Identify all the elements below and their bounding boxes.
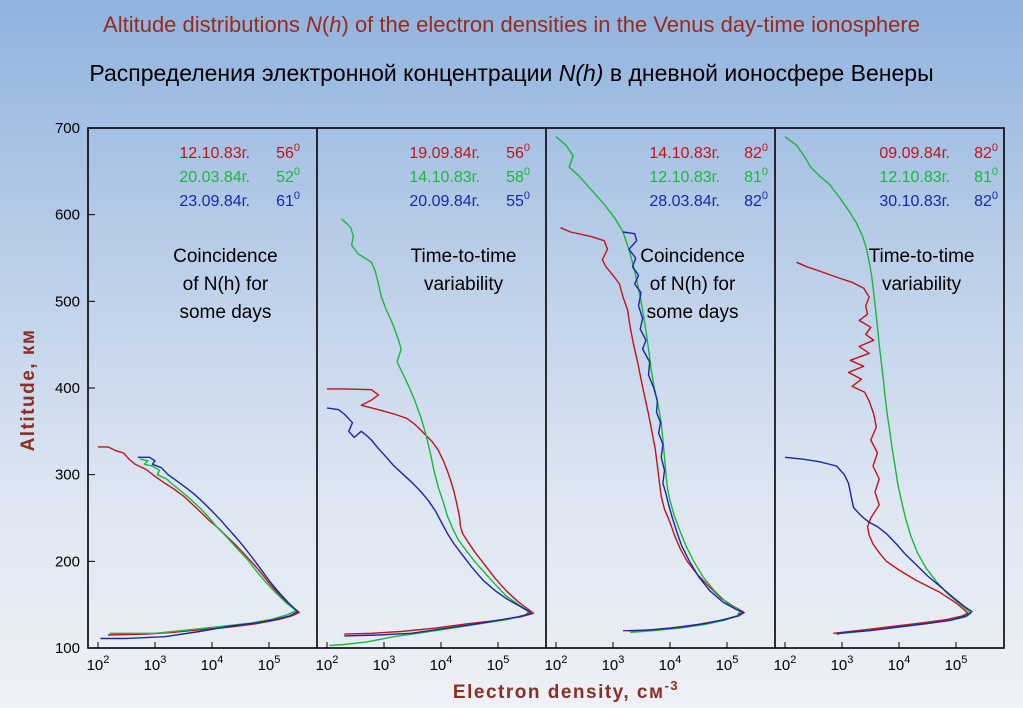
- y-tick-label: 200: [55, 553, 80, 570]
- legend-date: 09.09.84г.: [879, 145, 950, 162]
- legend-angle: 560: [276, 142, 300, 162]
- x-tick-label: 102: [545, 654, 568, 674]
- y-tick-label: 100: [55, 640, 80, 657]
- x-axis-label-sup: -3: [665, 678, 680, 693]
- panel-note: of N(h) for: [650, 274, 736, 295]
- series-line-blue: [622, 231, 745, 632]
- legend-date: 14.10.83г.: [409, 169, 480, 186]
- panel-note: Coincidence: [640, 246, 745, 267]
- x-axis-label: Electron density, см-3: [453, 678, 679, 703]
- legend-date: 12.10.83г.: [879, 169, 950, 186]
- panel-note: variability: [882, 274, 962, 295]
- legend-angle: 820: [974, 190, 998, 210]
- series-line-red: [327, 388, 535, 635]
- panel-note: variability: [424, 274, 504, 295]
- legend-angle: 820: [744, 190, 768, 210]
- legend-date: 12.10.83г.: [179, 145, 250, 162]
- x-tick-label: 105: [487, 654, 510, 674]
- x-tick-label: 102: [316, 654, 339, 674]
- x-tick-label: 105: [258, 654, 281, 674]
- y-tick-label: 600: [55, 207, 80, 224]
- panel-note: some days: [647, 302, 739, 323]
- series-line-red: [98, 446, 300, 636]
- legend-angle: 810: [974, 166, 998, 186]
- legend-date: 30.10.83г.: [879, 193, 950, 210]
- legend-angle: 560: [506, 142, 530, 162]
- legend-angle: 550: [506, 190, 530, 210]
- x-tick-label: 104: [659, 654, 682, 674]
- y-tick-label: 500: [55, 293, 80, 310]
- legend-angle: 820: [974, 142, 998, 162]
- x-tick-label: 105: [945, 654, 968, 674]
- chart-title-en: Altitude distributions N(h) of the elect…: [103, 12, 920, 37]
- x-tick-label: 102: [774, 654, 797, 674]
- series-line-blue: [784, 456, 973, 635]
- legend-date: 20.09.84г.: [409, 193, 480, 210]
- legend-angle: 580: [506, 166, 530, 186]
- chart-title-ru: Распределения электронной концентрации N…: [89, 60, 934, 86]
- panel-note: Time-to-time: [869, 246, 975, 267]
- legend-date: 12.10.83г.: [649, 169, 720, 186]
- x-axis-label-main: Electron density, см: [453, 682, 665, 703]
- x-tick-label: 103: [602, 654, 625, 674]
- legend-date: 23.09.84г.: [179, 193, 250, 210]
- x-tick-label: 103: [831, 654, 854, 674]
- series-line-red: [796, 261, 969, 634]
- y-axis-label: Altitude, км: [18, 329, 39, 452]
- panel-note: some days: [179, 302, 271, 323]
- legend-angle: 810: [744, 166, 768, 186]
- legend-angle: 520: [276, 166, 300, 186]
- y-tick-label: 400: [55, 380, 80, 397]
- series-line-blue: [100, 456, 299, 640]
- y-tick-label: 300: [55, 467, 80, 484]
- x-tick-label: 104: [430, 654, 453, 674]
- legend-date: 14.10.83г.: [649, 145, 720, 162]
- x-tick-label: 104: [201, 654, 224, 674]
- series-line-green: [555, 136, 741, 634]
- panel-note: of N(h) for: [183, 274, 269, 295]
- series-line-blue: [326, 407, 532, 637]
- x-tick-label: 103: [144, 654, 167, 674]
- x-tick-label: 105: [716, 654, 739, 674]
- series-line-green: [784, 136, 972, 634]
- series-line-green: [109, 458, 297, 634]
- x-tick-label: 103: [373, 654, 396, 674]
- x-tick-label: 102: [87, 654, 110, 674]
- legend-date: 19.09.84г.: [409, 145, 480, 162]
- panel-note: Time-to-time: [411, 246, 517, 267]
- legend-date: 28.03.84г.: [649, 193, 720, 210]
- legend-angle: 610: [276, 190, 300, 210]
- y-tick-label: 700: [55, 120, 80, 137]
- legend-angle: 820: [744, 142, 768, 162]
- panel-note: Coincidence: [173, 246, 278, 267]
- legend-date: 20.03.84г.: [179, 169, 250, 186]
- x-tick-label: 104: [888, 654, 911, 674]
